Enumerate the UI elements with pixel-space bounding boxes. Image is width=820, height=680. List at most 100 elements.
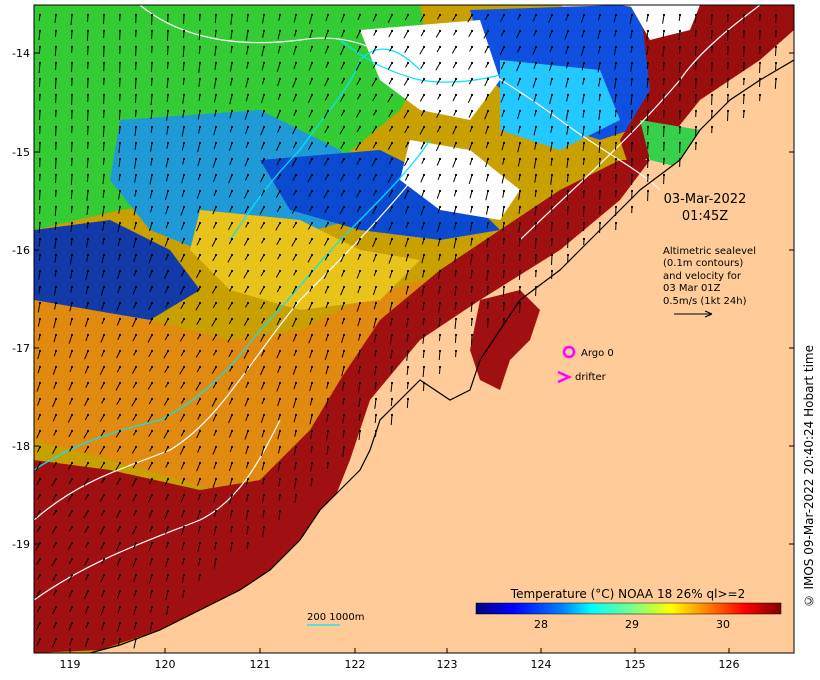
velocity-arrow [181,142,185,151]
velocity-arrow [502,254,505,264]
velocity-arrow-head [102,605,106,609]
velocity-arrow [485,190,489,201]
velocity-arrow [198,46,201,54]
velocity-arrow [35,542,41,551]
velocity-arrow [118,126,121,134]
velocity-arrow-head [150,125,154,129]
velocity-arrow-head [646,125,650,129]
velocity-arrow [134,126,137,136]
velocity-arrow-head [502,301,506,305]
velocity-arrow-head [342,77,346,81]
velocity-arrow [228,350,233,358]
velocity-arrow-head [198,237,202,241]
velocity-arrow-head [118,61,122,65]
velocity-arrow-head [294,301,298,305]
velocity-arrow-head [166,45,170,49]
map-time: 01:45Z [682,209,728,224]
velocity-arrow [357,382,361,393]
velocity-arrow [180,526,185,536]
velocity-arrow [518,206,521,214]
velocity-arrow-head [470,301,474,305]
velocity-arrow-head [390,317,394,321]
velocity-arrow-head [326,13,330,17]
velocity-arrow [84,446,89,454]
velocity-arrow-head [246,397,250,401]
velocity-arrow-head [390,397,394,401]
velocity-arrow [132,286,137,295]
velocity-arrow [36,398,41,406]
velocity-arrow [163,430,169,439]
velocity-arrow-head [454,285,458,289]
velocity-arrow [118,142,121,153]
velocity-arrow-head [470,77,474,81]
velocity-arrow-head [118,333,122,337]
velocity-arrow [679,78,681,88]
velocity-arrow [69,350,73,358]
velocity-arrow-head [390,125,394,129]
velocity-arrow [164,238,169,247]
velocity-arrow-head [550,253,554,257]
velocity-arrow-head [310,61,314,65]
velocity-arrow-head [646,61,650,65]
velocity-arrow-head [486,221,490,225]
velocity-arrow-head [102,93,106,97]
velocity-arrow-head [150,317,154,321]
velocity-arrow [133,606,137,616]
velocity-arrow-head [278,205,282,209]
argo-label: Argo 0 [581,348,614,359]
velocity-arrow-head [774,29,778,33]
velocity-arrow [404,158,409,167]
velocity-arrow [372,254,377,262]
velocity-arrow-head [278,189,282,193]
velocity-arrow-head [118,13,122,17]
velocity-arrow-head [182,541,186,545]
velocity-arrow-head [342,93,346,97]
velocity-arrow-head [198,61,202,65]
velocity-arrow-head [374,285,378,289]
velocity-arrow-head [678,77,682,81]
velocity-arrow-head [198,13,202,17]
velocity-arrow-head [342,365,346,369]
velocity-arrow-head [134,189,138,193]
velocity-arrow [52,638,57,648]
velocity-arrow-head [630,109,634,113]
velocity-arrow-head [70,93,74,97]
velocity-arrow [421,286,425,297]
velocity-arrow-head [182,413,186,417]
velocity-arrow-head [54,429,58,433]
velocity-arrow-head [534,13,538,17]
velocity-arrow-head [214,445,218,449]
velocity-arrow-head [534,45,538,49]
velocity-arrow-head [262,29,266,33]
velocity-arrow-head [502,205,506,209]
velocity-arrow-head [118,45,122,49]
velocity-arrow [115,382,121,391]
velocity-arrow-head [342,349,346,353]
velocity-arrow-head [150,269,154,273]
velocity-arrow [694,14,697,23]
velocity-arrow-head [662,77,666,81]
x-axis: 119 120 121 122 123 124 125 126 [60,658,740,671]
velocity-arrow-head [374,333,378,337]
velocity-arrow [484,110,489,120]
cloud-patch-1 [360,20,500,120]
velocity-arrow [727,30,729,42]
velocity-arrow-head [198,109,202,113]
velocity-arrow [211,238,217,247]
velocity-arrow [486,270,489,281]
velocity-arrow [454,318,457,329]
velocity-arrow [38,78,41,87]
velocity-arrow-head [646,77,650,81]
velocity-arrow-head [38,621,42,625]
velocity-arrow [116,302,121,312]
velocity-arrow [260,94,265,104]
velocity-arrow [243,350,249,359]
velocity-arrow-head [230,189,234,193]
velocity-arrow-head [390,205,394,209]
velocity-arrow [566,206,569,215]
velocity-arrow-head [534,237,538,241]
velocity-arrow-head [550,173,554,177]
velocity-arrow [678,62,681,73]
velocity-arrow-head [342,269,346,273]
velocity-arrow-head [614,189,618,193]
